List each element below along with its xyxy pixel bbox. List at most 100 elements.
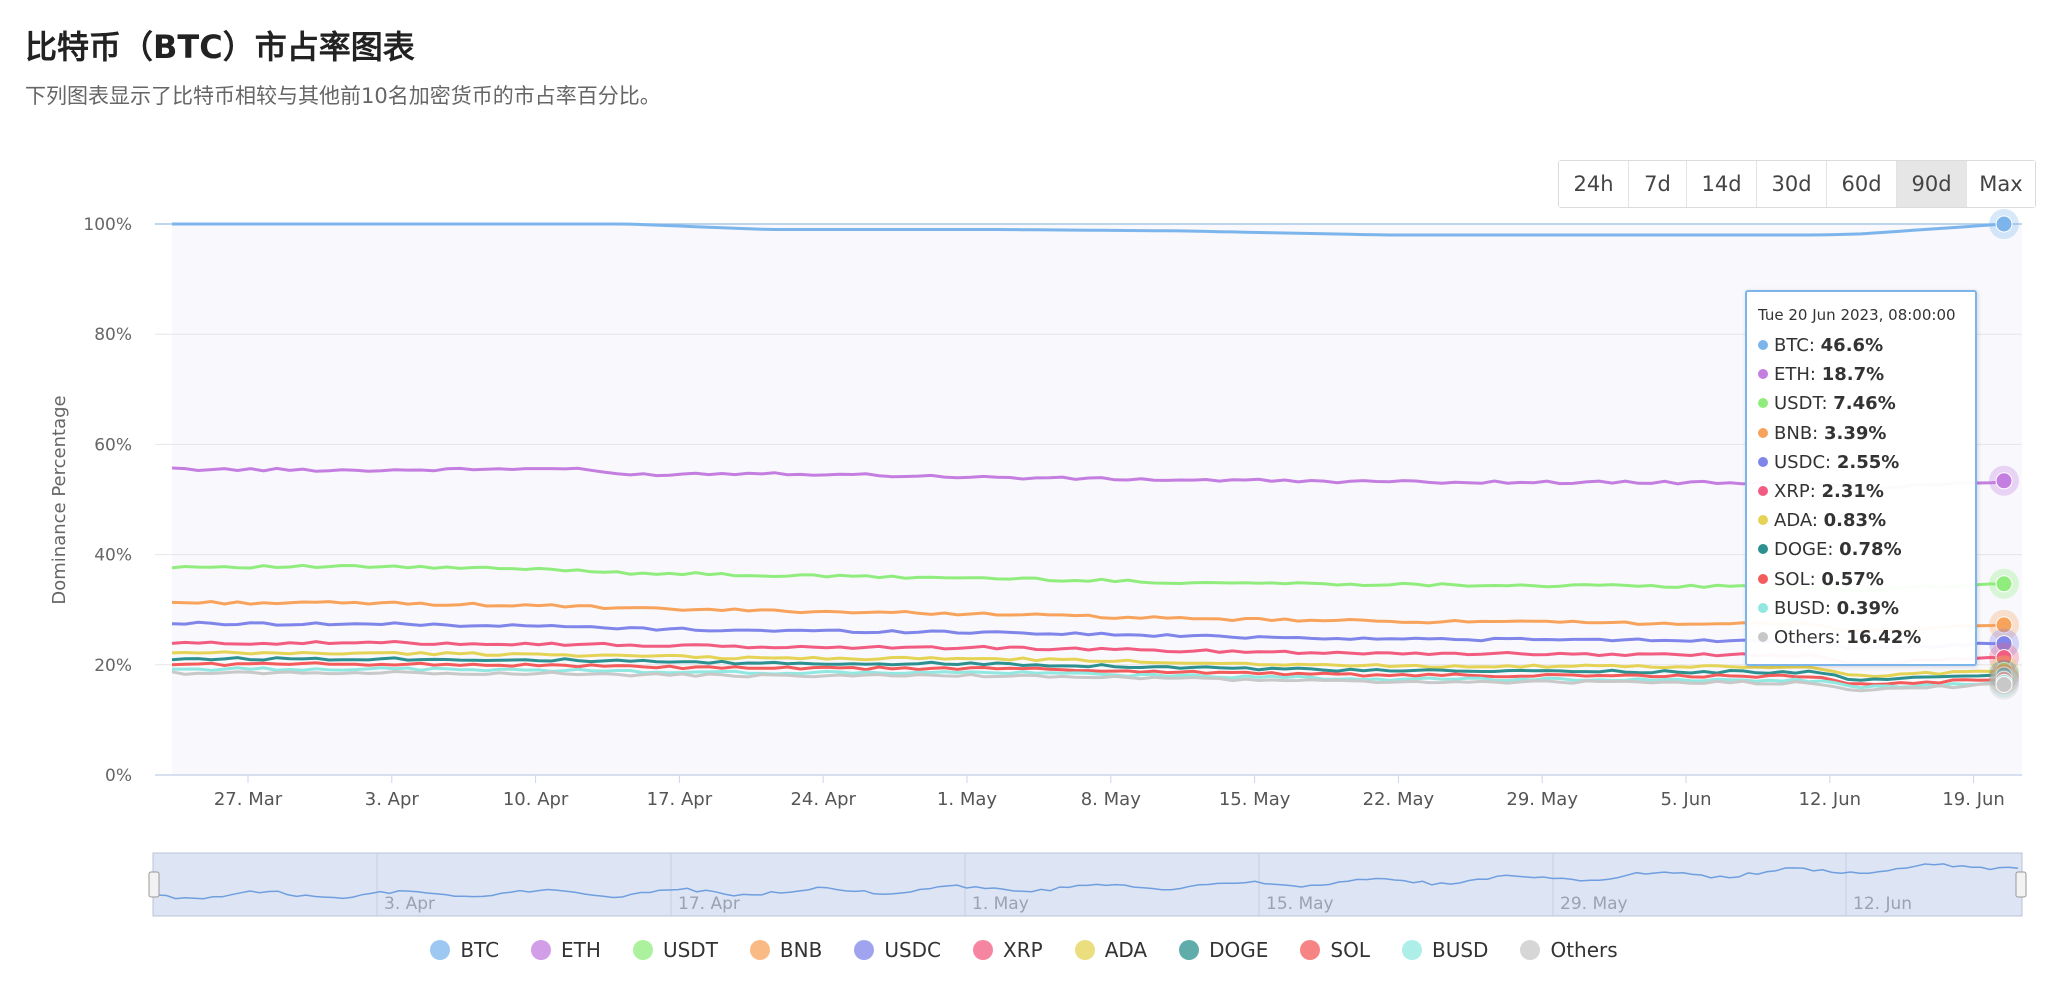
series-line-btc (172, 222, 2006, 237)
marker-btc (1995, 215, 2013, 233)
legend-item-usdc[interactable]: USDC (854, 938, 941, 962)
range-button-7d[interactable]: 7d (1629, 161, 1687, 207)
x-tick-label: 27. Mar (214, 789, 283, 810)
legend-label: USDC (884, 938, 942, 962)
legend-label: USDT (662, 938, 718, 962)
x-tick-label: 17. Apr (647, 789, 713, 810)
navigator[interactable]: 3. Apr 17. Apr 1. May 15. May 29. May 12. Jun (148, 852, 2027, 917)
x-tick-label: 24. Apr (790, 789, 856, 810)
legend-label: Others (1550, 938, 1618, 962)
range-button-24h[interactable]: 24h (1559, 161, 1629, 207)
marker-others (1995, 676, 2013, 694)
x-tick-label: 8. May (1081, 789, 1141, 810)
legend-dot (430, 940, 451, 960)
legend-label: BTC (460, 938, 500, 962)
series-line-sol (171, 661, 2006, 687)
chart-legend: BTC ETH USDT BNB USDC XRP ADA DOGE SOL BUSD Others (0, 938, 2048, 962)
legend-dot (1520, 940, 1541, 960)
tooltip-dot (1758, 602, 1768, 613)
navigator-label: 1. May (972, 894, 1029, 914)
page-title: 比特币（BTC）市占率图表 (25, 28, 415, 66)
legend-dot (531, 940, 552, 960)
tooltip-row-busd: BUSD: 0.39% (1758, 594, 1965, 623)
legend-dot (1300, 940, 1321, 960)
range-button-60d[interactable]: 60d (1827, 161, 1897, 207)
navigator-label: 3. Apr (384, 894, 435, 914)
x-tick-label: 10. Apr (503, 789, 569, 810)
x-tick-label: 12. Jun (1799, 789, 1861, 810)
tooltip-series-name: USDT (1774, 393, 1822, 415)
legend-item-bnb[interactable]: BNB (749, 938, 822, 962)
y-tick-label: 20% (94, 656, 132, 676)
legend-label: ADA (1104, 938, 1148, 962)
tooltip-dot (1758, 485, 1768, 496)
tooltip-date: Tue 20 Jun 2023, 08:00:00 (1758, 306, 1956, 324)
tooltip-dot (1758, 369, 1768, 380)
tooltip-series-value: 0.39% (1836, 597, 1900, 619)
legend-item-usdt[interactable]: USDT (632, 938, 718, 962)
tooltip-row-bnb: BNB: 3.39% (1758, 419, 1965, 448)
series-lines (171, 222, 2006, 693)
legend-item-others[interactable]: Others (1520, 938, 1618, 962)
legend-dot (632, 940, 653, 960)
tooltip-series-name: BTC (1774, 335, 1809, 356)
legend-item-eth[interactable]: ETH (531, 938, 601, 962)
tooltip-series-name: DOGE (1774, 539, 1828, 561)
tooltip-series-name: Others (1774, 626, 1835, 648)
range-selector: 24h 7d 14d 30d 60d 90d Max (1558, 160, 2036, 208)
legend-item-btc[interactable]: BTC (430, 938, 499, 962)
navigator-handle-left[interactable] (148, 871, 160, 898)
tooltip-row-sol: SOL: 0.57% (1758, 565, 1965, 594)
range-button-14d[interactable]: 14d (1687, 161, 1757, 207)
legend-label: DOGE (1209, 938, 1269, 962)
page-subtitle: 下列图表显示了比特币相较与其他前10名加密货币的市占率百分比。 (25, 84, 661, 108)
legend-dot (854, 940, 875, 960)
range-button-90d[interactable]: 90d (1897, 161, 1967, 207)
series-line-ada (171, 650, 2006, 679)
tooltip-series-name: BNB (1774, 422, 1813, 444)
navigator-selection[interactable] (152, 852, 2023, 917)
legend-item-doge[interactable]: DOGE (1179, 938, 1268, 962)
tooltip-dot (1758, 573, 1768, 584)
tooltip-dot (1758, 631, 1768, 642)
legend-label: ETH (561, 938, 601, 962)
series-markers (1989, 209, 2019, 700)
legend-dot (1179, 940, 1200, 960)
legend-dot (1401, 940, 1422, 960)
tooltip-series-value: 3.39% (1823, 422, 1887, 444)
tooltip-row-usdc: USDC: 2.55% (1758, 448, 1965, 477)
y-tick-label: 100% (83, 215, 132, 235)
legend-item-xrp[interactable]: XRP (973, 938, 1043, 962)
range-button-max[interactable]: Max (1967, 161, 2035, 207)
series-line-usdt (171, 563, 2006, 594)
legend-item-busd[interactable]: BUSD (1401, 938, 1488, 962)
tooltip-series-name: USDC (1774, 451, 1826, 473)
navigator-handle-right[interactable] (2015, 871, 2027, 898)
series-line-bnb (171, 599, 2006, 633)
legend-item-sol[interactable]: SOL (1300, 938, 1370, 962)
marker-bnb (1995, 616, 2013, 634)
navigator-label: 29. May (1560, 894, 1628, 914)
legend-label: SOL (1330, 938, 1370, 962)
tooltip-series-value: 16.42% (1846, 626, 1922, 648)
tooltip-series-name: ETH (1774, 364, 1810, 386)
tooltip-series-name: ADA (1774, 510, 1812, 532)
legend-dot (749, 940, 770, 960)
legend-item-ada[interactable]: ADA (1074, 938, 1148, 962)
tooltip-dot (1758, 456, 1768, 467)
series-line-xrp (171, 639, 2006, 666)
range-button-30d[interactable]: 30d (1757, 161, 1827, 207)
y-tick-label: 80% (94, 325, 132, 345)
marker-eth (1995, 472, 2013, 490)
tooltip-series-value: 7.46% (1833, 393, 1896, 415)
series-line-eth (171, 466, 2006, 491)
marker-usdt (1995, 575, 2013, 593)
tooltip-series-value: 0.83% (1823, 510, 1887, 532)
y-axis-title: Dominance Percentage (49, 395, 70, 604)
x-tick-label: 19. Jun (1942, 789, 2004, 810)
legend-dot (973, 940, 994, 960)
navigator-label: 12. Jun (1853, 894, 1912, 914)
tooltip-series-name: XRP (1774, 480, 1810, 502)
tooltip-row-xrp: XRP: 2.31% (1758, 477, 1965, 506)
tooltip-row-others: Others: 16.42% (1758, 623, 1965, 652)
